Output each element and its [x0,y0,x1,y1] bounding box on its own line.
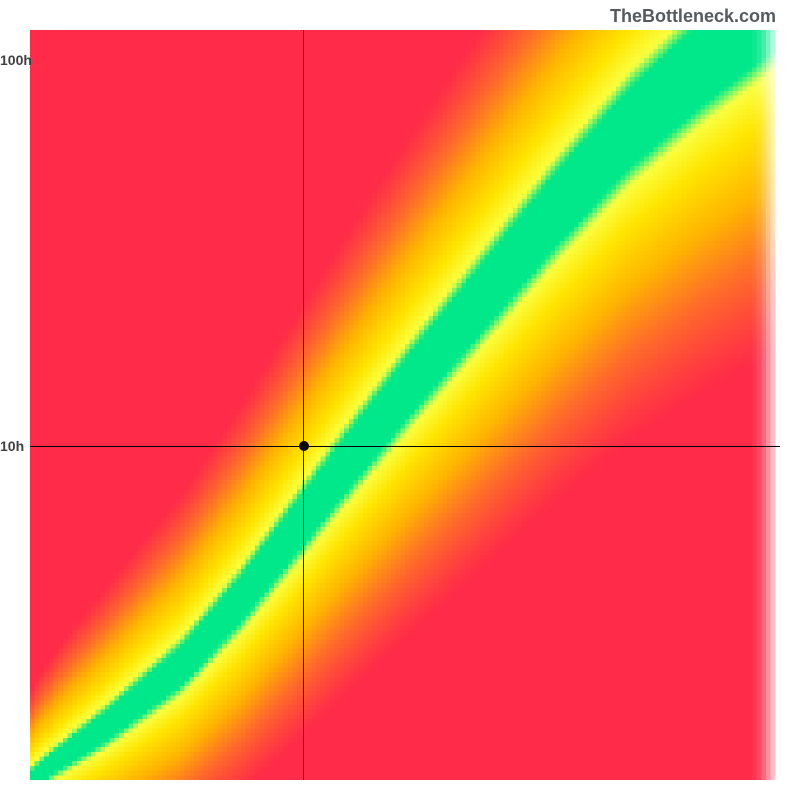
attribution-text: TheBottleneck.com [610,6,776,27]
chart-stage: TheBottleneck.com 10h 100h [0,0,800,800]
crosshair-vertical [303,30,304,780]
bottleneck-heatmap [30,30,780,780]
y-axis-tick-label: 10h [0,438,24,454]
crosshair-horizontal [30,446,780,447]
y-axis-tick-label: 100h [0,52,32,68]
crosshair-dot [299,441,309,451]
